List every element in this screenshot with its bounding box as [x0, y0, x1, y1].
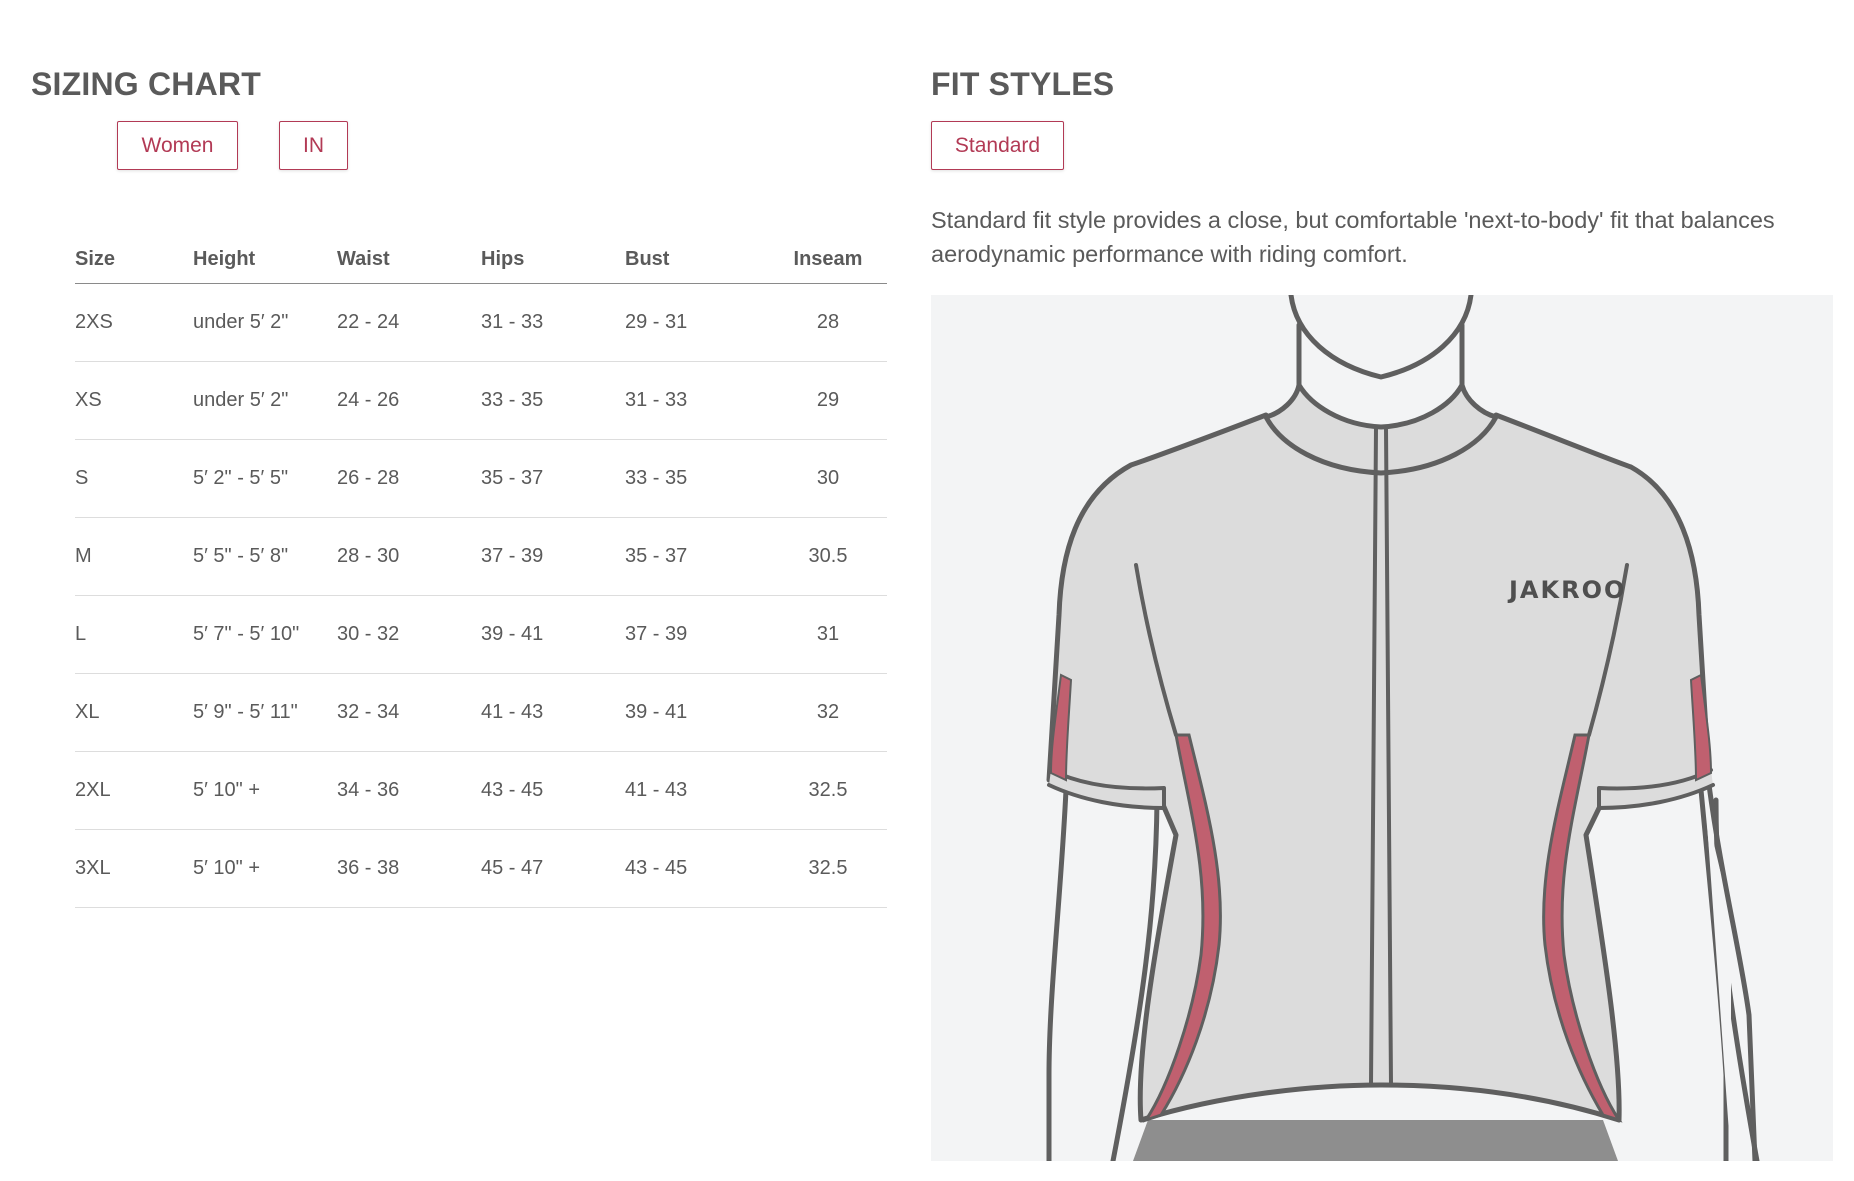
- cell-inseam: 28: [769, 283, 887, 362]
- cell-height: 5′ 2" - 5′ 5": [193, 439, 337, 518]
- cell-inseam: 31: [769, 595, 887, 674]
- cell-size: XS: [75, 361, 193, 440]
- cell-hips: 31 - 33: [481, 283, 625, 362]
- cell-waist: 34 - 36: [337, 751, 481, 830]
- gender-toggle-button[interactable]: Women: [117, 121, 238, 170]
- fit-style-standard-button[interactable]: Standard: [931, 121, 1064, 170]
- column-header-inseam: Inseam: [769, 240, 887, 284]
- cell-size: 2XL: [75, 751, 193, 830]
- table-row: 2XS under 5′ 2" 22 - 24 31 - 33 29 - 31 …: [75, 283, 887, 362]
- size-table: Size Height Waist Hips Bust Inseam 2XS u…: [75, 240, 887, 908]
- column-header-height: Height: [193, 240, 337, 284]
- cell-size: 2XS: [75, 283, 193, 362]
- cell-hips: 41 - 43: [481, 673, 625, 752]
- cell-height: 5′ 9" - 5′ 11": [193, 673, 337, 752]
- cell-height: under 5′ 2": [193, 361, 337, 440]
- cell-bust: 41 - 43: [625, 751, 769, 830]
- cell-height: 5′ 10" +: [193, 751, 337, 830]
- cell-bust: 37 - 39: [625, 595, 769, 674]
- cell-inseam: 32.5: [769, 829, 887, 908]
- cell-height: 5′ 5" - 5′ 8": [193, 517, 337, 596]
- cell-size: M: [75, 517, 193, 596]
- table-row: XL 5′ 9" - 5′ 11" 32 - 34 41 - 43 39 - 4…: [75, 673, 887, 752]
- jersey-illustration: JAKROO: [931, 295, 1833, 1161]
- column-header-hips: Hips: [481, 240, 625, 284]
- cell-inseam: 30.5: [769, 517, 887, 596]
- cell-hips: 45 - 47: [481, 829, 625, 908]
- cell-bust: 33 - 35: [625, 439, 769, 518]
- table-row: M 5′ 5" - 5′ 8" 28 - 30 37 - 39 35 - 37 …: [75, 517, 887, 596]
- cell-hips: 33 - 35: [481, 361, 625, 440]
- cell-bust: 39 - 41: [625, 673, 769, 752]
- cell-inseam: 32.5: [769, 751, 887, 830]
- cell-size: XL: [75, 673, 193, 752]
- cell-bust: 43 - 45: [625, 829, 769, 908]
- table-row: L 5′ 7" - 5′ 10" 30 - 32 39 - 41 37 - 39…: [75, 595, 887, 674]
- fit-styles-title: FIT STYLES: [931, 66, 1115, 102]
- cell-waist: 32 - 34: [337, 673, 481, 752]
- column-header-bust: Bust: [625, 240, 769, 284]
- cell-height: 5′ 7" - 5′ 10": [193, 595, 337, 674]
- table-row: 2XL 5′ 10" + 34 - 36 43 - 45 41 - 43 32.…: [75, 751, 887, 830]
- jersey-brand-text: JAKROO: [1507, 576, 1626, 604]
- column-header-waist: Waist: [337, 240, 481, 284]
- cell-inseam: 30: [769, 439, 887, 518]
- cell-size: 3XL: [75, 829, 193, 908]
- cell-hips: 37 - 39: [481, 517, 625, 596]
- cell-hips: 43 - 45: [481, 751, 625, 830]
- cell-height: 5′ 10" +: [193, 829, 337, 908]
- cell-hips: 35 - 37: [481, 439, 625, 518]
- cell-waist: 36 - 38: [337, 829, 481, 908]
- cell-inseam: 32: [769, 673, 887, 752]
- cell-size: S: [75, 439, 193, 518]
- cell-height: under 5′ 2": [193, 283, 337, 362]
- fit-description: Standard fit style provides a close, but…: [931, 207, 1775, 267]
- table-row: S 5′ 2" - 5′ 5" 26 - 28 35 - 37 33 - 35 …: [75, 439, 887, 518]
- cell-inseam: 29: [769, 361, 887, 440]
- cell-bust: 35 - 37: [625, 517, 769, 596]
- column-header-size: Size: [75, 240, 193, 284]
- cell-bust: 29 - 31: [625, 283, 769, 362]
- cell-bust: 31 - 33: [625, 361, 769, 440]
- cell-waist: 22 - 24: [337, 283, 481, 362]
- table-row: 3XL 5′ 10" + 36 - 38 45 - 47 43 - 45 32.…: [75, 829, 887, 908]
- table-row: XS under 5′ 2" 24 - 26 33 - 35 31 - 33 2…: [75, 361, 887, 440]
- unit-toggle-button[interactable]: IN: [279, 121, 348, 170]
- jersey-drawing: JAKROO: [1046, 295, 1760, 1161]
- cell-waist: 26 - 28: [337, 439, 481, 518]
- cell-waist: 24 - 26: [337, 361, 481, 440]
- cell-waist: 30 - 32: [337, 595, 481, 674]
- cell-size: L: [75, 595, 193, 674]
- cell-waist: 28 - 30: [337, 517, 481, 596]
- cell-hips: 39 - 41: [481, 595, 625, 674]
- sizing-chart-title: SIZING CHART: [31, 66, 261, 102]
- table-header-row: Size Height Waist Hips Bust Inseam: [75, 240, 887, 284]
